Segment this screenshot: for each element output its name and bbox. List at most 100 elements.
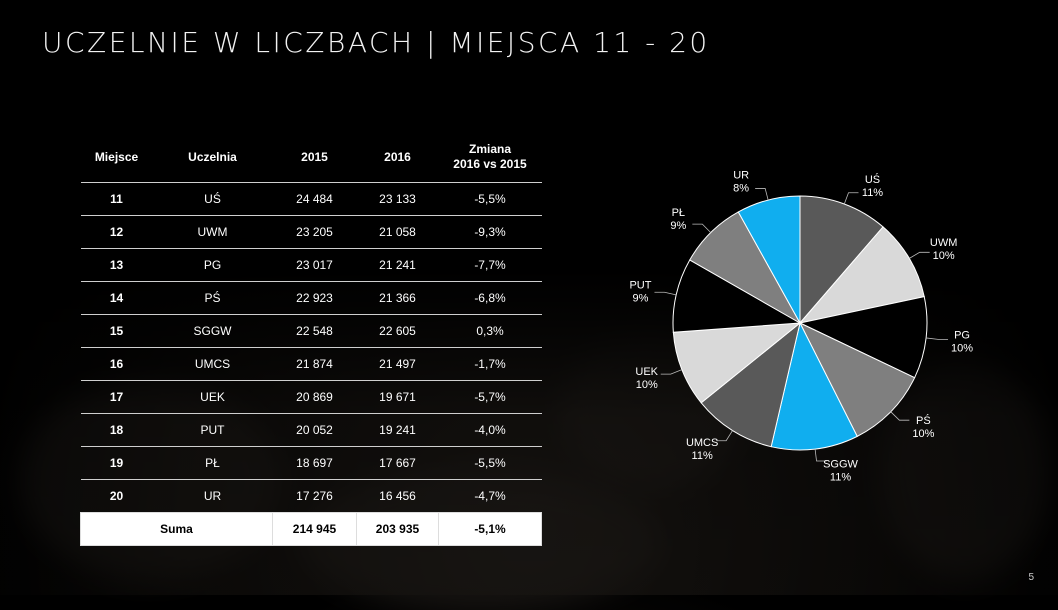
pie-slice-6 [672,322,802,404]
table-row: 15 SGGW 22 548 22 605 0,3% [80,314,542,348]
sum-2015: 214 945 [272,512,357,546]
table-row: 12 UWM 23 205 21 058 -9,3% [80,215,542,249]
sum-2016: 203 935 [356,512,439,546]
cell-2016: 17 667 [356,446,439,480]
table-row: 20 UR 17 276 16 456 -4,7% [80,479,542,513]
pie-percent-label: 11% [830,471,851,483]
table-row: 14 PŚ 22 923 21 366 -6,8% [80,281,542,315]
cell-2015: 23 017 [272,248,357,282]
cell-university: PŁ [152,446,273,480]
cell-change: -1,7% [438,347,542,381]
page-number: 5 [1028,572,1034,583]
leader-line [890,411,910,421]
pie-percent-label: 8% [733,182,749,194]
cell-university: UR [152,479,273,513]
cell-rank: 20 [80,479,153,513]
cell-university: UMCS [152,347,273,381]
pie-category-label: PŚ [916,414,931,427]
cell-2015: 21 874 [272,347,357,381]
cell-2016: 19 671 [356,380,439,414]
pie-slice-9 [737,195,801,325]
pie-category-label: UŚ [865,173,880,186]
cell-rank: 14 [80,281,153,315]
cell-rank: 12 [80,215,153,249]
cell-rank: 15 [80,314,153,348]
cell-rank: 19 [80,446,153,480]
cell-2016: 21 058 [356,215,439,249]
pie-category-label: UWM [930,237,958,249]
cell-2015: 24 484 [272,182,357,216]
cell-university: UWM [152,215,273,249]
pie-slice-2 [798,296,928,379]
pie-percent-label: 10% [912,428,934,440]
pie-percent-label: 11% [692,450,713,462]
table-row: 16 UMCS 21 874 21 497 -1,7% [80,347,542,381]
cell-2015: 22 548 [272,314,357,348]
sum-row: Suma 214 945 203 935 -5,1% [80,512,542,546]
pie-category-label: UR [733,169,749,181]
pie-slice-7 [672,259,802,333]
pie-percent-label: 9% [670,220,686,232]
cell-change: 0,3% [438,314,542,348]
cell-2015: 18 697 [272,446,357,480]
pie-slice-1 [798,226,925,324]
cell-2015: 20 869 [272,380,357,414]
cell-rank: 17 [80,380,153,414]
cell-rank: 16 [80,347,153,381]
cell-2016: 23 133 [356,182,439,216]
pie-category-label: PG [954,329,970,341]
cell-change: -7,7% [438,248,542,282]
pie-slice-0 [799,195,884,325]
cell-2016: 21 241 [356,248,439,282]
cell-2016: 16 456 [356,479,439,513]
pie-slice-5 [700,321,801,448]
header-2016: 2016 [356,132,439,183]
cell-2015: 17 276 [272,479,357,513]
cell-university: UŚ [152,182,273,216]
cell-university: PŚ [152,281,273,315]
cell-2015: 22 923 [272,281,357,315]
leader-line [755,188,769,201]
cell-change: -9,3% [438,215,542,249]
table-row: 11 UŚ 24 484 23 133 -5,5% [80,182,542,216]
cell-university: PG [152,248,273,282]
cell-change: -4,0% [438,413,542,447]
cell-university: UEK [152,380,273,414]
cell-change: -6,8% [438,281,542,315]
table-row: 17 UEK 20 869 19 671 -5,7% [80,380,542,414]
table-row: 18 PUT 20 052 19 241 -4,0% [80,413,542,447]
leader-line [926,337,949,340]
pie-category-label: UEK [635,366,658,378]
cell-2016: 22 605 [356,314,439,348]
cell-change: -5,7% [438,380,542,414]
cell-2015: 23 205 [272,215,357,249]
cell-rank: 13 [80,248,153,282]
pie-category-label: PŁ [672,207,685,219]
leader-line [716,430,733,442]
leader-line [692,223,712,233]
cell-university: PUT [152,413,273,447]
cell-2016: 19 241 [356,413,439,447]
cell-change: -5,5% [438,182,542,216]
cell-rank: 18 [80,413,153,447]
pie-category-label: SGGW [823,458,858,470]
leader-line [654,291,677,296]
cell-2016: 21 497 [356,347,439,381]
pie-category-label: PUT [629,279,651,291]
sum-change: -5,1% [438,512,542,546]
page-title: UCZELNIE W LICZBACH | MIEJSCA 11 - 20 [42,26,710,59]
pie-percent-label: 11% [862,187,883,199]
cell-change: -4,7% [438,479,542,513]
pie-percent-label: 10% [951,342,973,354]
pie-percent-label: 10% [636,379,658,391]
pie-chart: UŚ11%UWM10%PG10%PŚ10%SGGW11%UMCS11%UEK10… [629,169,973,483]
table-row: 19 PŁ 18 697 17 667 -5,5% [80,446,542,480]
cell-2016: 21 366 [356,281,439,315]
cell-university: SGGW [152,314,273,348]
table-row: 13 PG 23 017 21 241 -7,7% [80,248,542,282]
sum-label: Suma [80,512,273,546]
header-miejsce: Miejsce [80,132,153,183]
ranking-table: Miejsce Uczelnia 2015 2016 Zmiana 2016 vs… [80,132,542,546]
pie-percent-label: 10% [933,250,955,262]
leader-line [814,449,827,462]
